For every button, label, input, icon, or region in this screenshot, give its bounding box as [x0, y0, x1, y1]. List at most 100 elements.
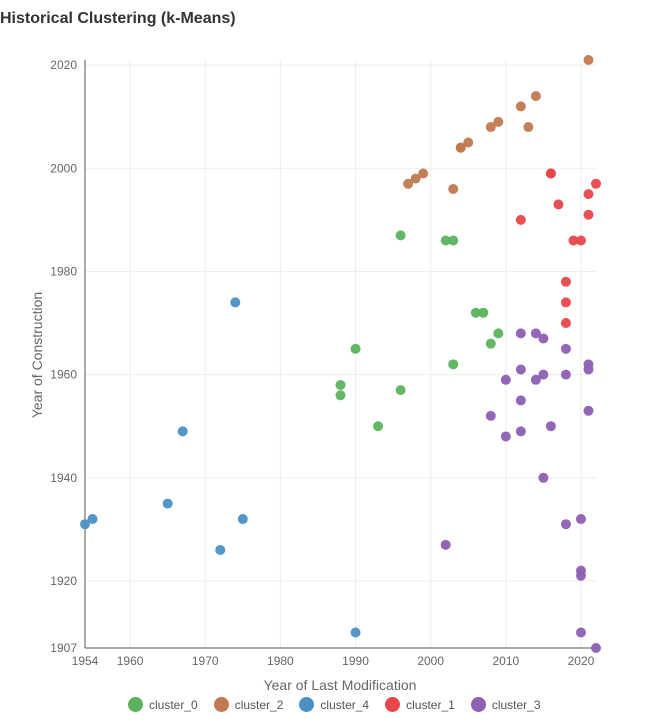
data-point-cluster_2[interactable]: [583, 55, 594, 65]
y-tick-label: 1940: [50, 471, 77, 485]
x-axis-title: Year of Last Modification: [264, 677, 417, 693]
x-tick-label: 1970: [192, 654, 219, 668]
data-point-cluster_0[interactable]: [448, 359, 459, 370]
data-point-cluster_3[interactable]: [515, 395, 526, 406]
data-point-cluster_0[interactable]: [478, 307, 489, 318]
data-point-cluster_3[interactable]: [583, 405, 594, 416]
data-point-cluster_1[interactable]: [591, 178, 601, 189]
data-point-cluster_1[interactable]: [560, 297, 571, 308]
data-point-cluster_2[interactable]: [515, 101, 526, 112]
data-point-cluster_3[interactable]: [575, 570, 586, 581]
data-point-cluster_0[interactable]: [485, 338, 496, 349]
data-point-cluster_0[interactable]: [440, 235, 451, 246]
data-point-cluster_3[interactable]: [538, 472, 549, 483]
data-point-cluster_3[interactable]: [515, 364, 526, 375]
legend-item-cluster_1[interactable]: cluster_1: [385, 697, 455, 712]
y-axis-title: Year of Construction: [29, 292, 45, 418]
data-point-cluster_0[interactable]: [470, 307, 481, 318]
legend-label: cluster_3: [491, 697, 541, 712]
grid: [84, 60, 596, 649]
y-tick-label: 1907: [50, 641, 77, 655]
axes: 1954 1960 1970 1980 1990 2000 2010 2020 1907 1920…: [50, 58, 596, 668]
data-points: [80, 55, 601, 653]
data-point-cluster_3[interactable]: [500, 374, 511, 385]
x-tick-label: 1960: [117, 654, 144, 668]
data-point-cluster_0[interactable]: [448, 235, 459, 246]
data-point-cluster_2[interactable]: [493, 116, 504, 127]
data-point-cluster_4[interactable]: [177, 426, 188, 437]
data-point-cluster_2[interactable]: [523, 122, 534, 133]
data-point-cluster_3[interactable]: [515, 328, 526, 339]
chart-title: Historical Clustering (k-Means): [0, 10, 236, 27]
data-point-cluster_1[interactable]: [560, 318, 571, 329]
x-tick-label: 2010: [492, 654, 519, 668]
data-point-cluster_4[interactable]: [87, 514, 98, 525]
legend-swatch: [385, 697, 401, 712]
data-point-cluster_1[interactable]: [515, 214, 526, 225]
data-point-cluster_1[interactable]: [560, 276, 571, 287]
data-point-cluster_2[interactable]: [410, 173, 421, 184]
data-point-cluster_2[interactable]: [485, 122, 496, 133]
data-point-cluster_3[interactable]: [530, 328, 541, 339]
data-point-cluster_0[interactable]: [395, 230, 406, 241]
data-point-cluster_4[interactable]: [230, 297, 241, 308]
data-point-cluster_3[interactable]: [440, 539, 451, 550]
y-tick-label: 1920: [50, 574, 77, 588]
data-point-cluster_1[interactable]: [583, 189, 594, 200]
data-point-cluster_4[interactable]: [162, 498, 173, 509]
data-point-cluster_0[interactable]: [395, 385, 406, 396]
legend-item-cluster_2[interactable]: cluster_2: [213, 697, 283, 712]
data-point-cluster_0[interactable]: [373, 421, 384, 432]
data-point-cluster_3[interactable]: [538, 333, 549, 344]
data-point-cluster_1[interactable]: [568, 235, 579, 246]
legend-swatch: [128, 697, 143, 712]
data-point-cluster_3[interactable]: [545, 421, 556, 432]
data-point-cluster_3[interactable]: [560, 519, 571, 530]
y-tick-label: 2000: [50, 161, 77, 175]
data-point-cluster_3[interactable]: [591, 643, 601, 653]
data-point-cluster_1[interactable]: [553, 199, 564, 210]
data-point-cluster_0[interactable]: [493, 328, 504, 339]
data-point-cluster_2[interactable]: [448, 183, 459, 194]
data-point-cluster_3[interactable]: [583, 364, 594, 375]
data-point-cluster_0[interactable]: [350, 343, 361, 354]
legend-label: cluster_4: [320, 697, 370, 712]
data-point-cluster_4[interactable]: [237, 514, 248, 525]
data-point-cluster_2[interactable]: [418, 168, 429, 179]
data-point-cluster_3[interactable]: [485, 410, 496, 421]
y-tick-label: 1960: [50, 368, 77, 382]
data-point-cluster_3[interactable]: [530, 374, 541, 385]
legend-item-cluster_3[interactable]: cluster_3: [470, 697, 541, 712]
x-tick-label: 1954: [72, 654, 99, 668]
data-point-cluster_3[interactable]: [575, 627, 586, 638]
data-point-cluster_3[interactable]: [515, 426, 526, 437]
data-point-cluster_3[interactable]: [560, 343, 571, 354]
data-point-cluster_1[interactable]: [583, 209, 594, 220]
data-point-cluster_3[interactable]: [560, 369, 571, 380]
legend-item-cluster_0[interactable]: cluster_0: [128, 697, 198, 712]
data-point-cluster_2[interactable]: [455, 142, 466, 153]
x-tick-label: 2000: [417, 654, 444, 668]
data-point-cluster_2[interactable]: [463, 137, 474, 148]
legend-label: cluster_1: [406, 697, 455, 712]
data-point-cluster_3[interactable]: [538, 369, 549, 380]
data-point-cluster_3[interactable]: [575, 514, 586, 525]
data-point-cluster_4[interactable]: [215, 545, 226, 555]
data-point-cluster_1[interactable]: [545, 168, 556, 179]
legend-label: cluster_0: [149, 697, 198, 712]
data-point-cluster_1[interactable]: [575, 235, 586, 246]
data-point-cluster_2[interactable]: [530, 91, 541, 102]
legend: cluster_0 cluster_2 cluster_4 cluster_1 clus…: [128, 697, 541, 712]
legend-swatch: [470, 697, 486, 712]
data-point-cluster_0[interactable]: [335, 390, 346, 401]
data-point-cluster_2[interactable]: [403, 178, 414, 189]
data-point-cluster_3[interactable]: [500, 431, 511, 442]
x-tick-label: 2020: [568, 654, 595, 668]
data-point-cluster_0[interactable]: [335, 379, 346, 390]
data-point-cluster_4[interactable]: [350, 627, 361, 638]
x-tick-label: 1980: [267, 654, 294, 668]
data-point-cluster_4[interactable]: [80, 519, 90, 530]
legend-item-cluster_4[interactable]: cluster_4: [299, 697, 369, 712]
legend-swatch: [299, 697, 315, 712]
